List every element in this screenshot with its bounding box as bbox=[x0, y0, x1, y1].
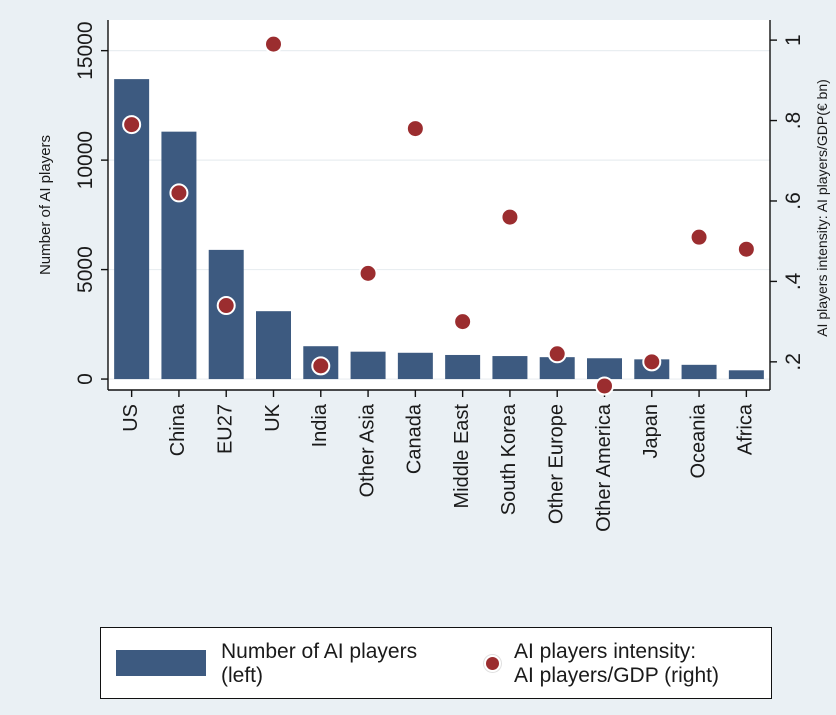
bar bbox=[492, 356, 528, 380]
legend: Number of AI players (left) AI players i… bbox=[100, 627, 772, 699]
x-tick-label: South Korea bbox=[498, 403, 520, 515]
y-left-axis-title: Number of AI players bbox=[37, 135, 54, 275]
x-tick-label: US bbox=[120, 404, 142, 432]
bar bbox=[728, 370, 764, 380]
bar bbox=[587, 358, 622, 380]
x-tick-label: EU27 bbox=[214, 404, 236, 454]
x-tick-label: Japan bbox=[640, 404, 662, 459]
x-tick-label: Middle East bbox=[451, 404, 473, 509]
x-tick-label: China bbox=[167, 403, 189, 456]
intensity-point bbox=[453, 312, 473, 332]
y-right-axis-title: AI players intensity: AI players/GDP(€ b… bbox=[814, 79, 830, 337]
bar bbox=[256, 311, 291, 380]
legend-swatch-dot bbox=[484, 655, 501, 672]
intensity-point bbox=[547, 344, 567, 364]
intensity-point bbox=[216, 296, 236, 316]
x-tick-label: Africa bbox=[735, 403, 757, 455]
y-right-tick-label: .2 bbox=[782, 353, 805, 371]
intensity-point bbox=[358, 263, 378, 283]
intensity-point bbox=[642, 352, 662, 372]
bar bbox=[539, 357, 575, 380]
y-right-tick-label: .6 bbox=[782, 192, 805, 210]
intensity-point bbox=[595, 376, 614, 396]
bar bbox=[161, 131, 197, 380]
legend-label-bars: Number of AI players (left) bbox=[221, 640, 418, 687]
y-left-tick-label: 10000 bbox=[74, 131, 97, 189]
bar bbox=[681, 364, 717, 380]
y-right-tick-label: 1 bbox=[782, 34, 805, 46]
x-tick-label: Other Europe bbox=[545, 404, 567, 524]
intensity-point bbox=[500, 207, 520, 227]
x-tick-label: Other Asia bbox=[356, 403, 378, 497]
bar bbox=[445, 354, 481, 380]
x-tick-label: Oceania bbox=[687, 403, 709, 478]
intensity-point bbox=[169, 183, 189, 203]
intensity-point bbox=[689, 227, 709, 247]
intensity-point bbox=[405, 119, 425, 139]
x-tick-label: Other America bbox=[593, 403, 615, 532]
bar bbox=[350, 351, 386, 380]
y-right-tick-label: .8 bbox=[782, 112, 805, 130]
bar bbox=[397, 352, 433, 380]
intensity-point bbox=[736, 239, 756, 259]
legend-swatch-bar bbox=[116, 650, 206, 676]
plot-area bbox=[108, 20, 770, 390]
intensity-point bbox=[264, 34, 283, 54]
legend-label-dots: AI players intensity: AI players/GDP (ri… bbox=[514, 640, 720, 687]
x-tick-label: Canada bbox=[404, 403, 426, 474]
x-tick-label: UK bbox=[262, 403, 284, 431]
y-left-tick-label: 0 bbox=[74, 373, 97, 385]
x-tick-label: India bbox=[309, 403, 331, 447]
y-left-tick-label: 5000 bbox=[74, 246, 97, 293]
y-right-tick-label: .4 bbox=[782, 272, 805, 290]
y-left-tick-label: 15000 bbox=[74, 21, 97, 79]
intensity-point bbox=[311, 356, 331, 376]
intensity-point bbox=[122, 115, 142, 135]
